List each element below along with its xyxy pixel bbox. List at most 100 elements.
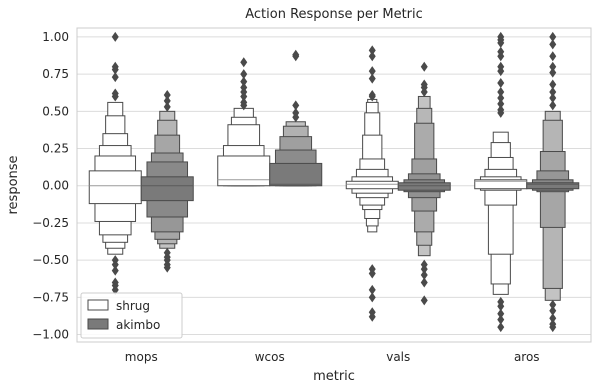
outlier-point [111, 91, 119, 102]
outlier-point [111, 284, 119, 295]
outlier-point [497, 107, 505, 118]
outlier-point [497, 78, 505, 89]
y-tick-label: 0.25 [42, 142, 69, 156]
boxen-level [269, 162, 323, 187]
outlier-point [420, 264, 428, 275]
outlier-point [292, 100, 300, 111]
boxen-level [217, 155, 271, 187]
outlier-point [549, 299, 557, 310]
y-tick-label: 0.75 [42, 67, 69, 81]
outlier-point [240, 57, 248, 68]
outlier-point [549, 61, 557, 72]
boxen-level [526, 182, 580, 190]
y-tick-label: −0.25 [32, 216, 69, 230]
outlier-point [163, 95, 171, 106]
outlier-point [497, 66, 505, 77]
outlier-point [497, 86, 505, 97]
x-tick-label: wcos [255, 350, 285, 364]
y-tick-label: −0.50 [32, 253, 69, 267]
x-tick-label: aros [514, 350, 540, 364]
boxen-level [345, 180, 399, 190]
outlier-point [368, 45, 376, 56]
outlier-point [111, 64, 119, 75]
y-tick-label: 1.00 [42, 30, 69, 44]
outlier-point [549, 31, 557, 42]
outlier-point [549, 100, 557, 111]
boxen-groups [88, 31, 580, 333]
outlier-point [368, 311, 376, 322]
plot-area-frame [76, 27, 592, 343]
x-axis-label: metric [313, 369, 355, 383]
boxen-akimbo-aros [526, 31, 580, 333]
outlier-point [240, 76, 248, 87]
outlier-point [549, 39, 557, 50]
outlier-point [240, 100, 248, 111]
y-axis-label: response [6, 155, 21, 214]
outlier-point [549, 92, 557, 103]
boxen-akimbo-wcos [269, 49, 323, 187]
legend-label-shrug: shrug [116, 299, 150, 313]
outlier-point [292, 51, 300, 62]
y-tick-label: −0.75 [32, 290, 69, 304]
outlier-point [497, 51, 505, 62]
outlier-point [549, 322, 557, 333]
outlier-point [368, 73, 376, 84]
outlier-point [368, 268, 376, 279]
boxen-akimbo-vals [397, 61, 451, 306]
outlier-point [420, 295, 428, 306]
outlier-point [111, 265, 119, 276]
outlier-point [420, 86, 428, 97]
outlier-point [420, 270, 428, 281]
boxen-shrug-vals [345, 45, 399, 322]
boxen-level [397, 182, 451, 191]
outlier-point [497, 314, 505, 325]
outlier-point [163, 101, 171, 112]
outlier-point [111, 259, 119, 270]
boxen-shrug-mops [88, 31, 142, 295]
outlier-point [111, 31, 119, 42]
outlier-point [549, 67, 557, 78]
y-tick-label: −1.00 [32, 328, 69, 342]
legend-swatch-akimbo [87, 318, 109, 330]
outlier-point [292, 112, 300, 123]
y-tick-labels: −1.00 −0.75 −0.50 −0.25 0.00 0.25 0.50 0.75 1.00 [32, 30, 69, 342]
outlier-point [163, 262, 171, 273]
boxen-shrug-aros [474, 31, 528, 333]
outlier-point [368, 284, 376, 295]
y-tick-label: 0.00 [42, 179, 69, 193]
outlier-point [497, 301, 505, 312]
outlier-point [549, 86, 557, 97]
y-tick-label: 0.50 [42, 104, 69, 118]
outlier-point [420, 61, 428, 72]
boxen-level [140, 176, 194, 202]
x-tick-labels: mops wcos vals aros [125, 350, 540, 364]
outlier-point [420, 277, 428, 288]
outlier-point [497, 308, 505, 319]
legend: shrug akimbo [80, 292, 183, 339]
outlier-point [549, 313, 557, 324]
boxen-akimbo-mops [140, 89, 194, 273]
outlier-point [497, 37, 505, 48]
outlier-point [497, 92, 505, 103]
legend-swatch-shrug [87, 299, 109, 311]
boxen-shrug-wcos [217, 57, 271, 187]
outlier-point [368, 292, 376, 303]
legend-label-akimbo: akimbo [116, 318, 160, 332]
outlier-point [368, 66, 376, 77]
x-tick-label: mops [125, 350, 158, 364]
outlier-point [497, 98, 505, 109]
boxen-level [88, 170, 142, 205]
outlier-point [549, 305, 557, 316]
outlier-point [240, 69, 248, 80]
outlier-point [497, 322, 505, 333]
outlier-point [240, 91, 248, 102]
outlier-point [549, 51, 557, 62]
chart-title: Action Response per Metric [245, 7, 423, 22]
outlier-point [549, 79, 557, 90]
x-tick-label: vals [386, 350, 410, 364]
outlier-point [368, 51, 376, 62]
outlier-point [368, 91, 376, 102]
outlier-point [111, 72, 119, 83]
outlier-point [163, 89, 171, 100]
